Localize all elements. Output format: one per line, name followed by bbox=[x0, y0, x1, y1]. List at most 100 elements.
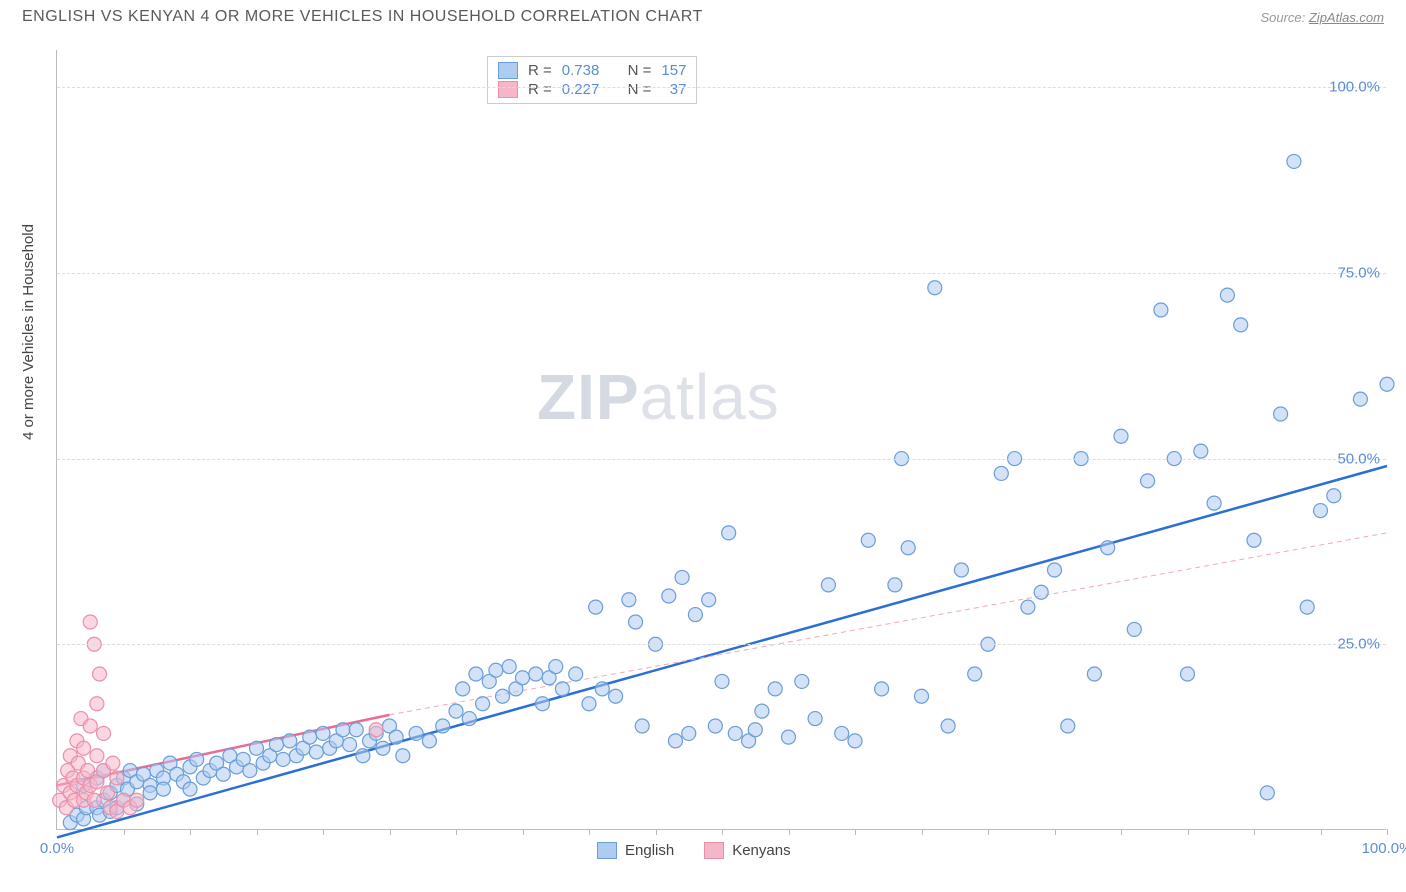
english-point bbox=[941, 719, 955, 733]
legend-series-item: Kenyans bbox=[704, 842, 790, 859]
english-point bbox=[1114, 429, 1128, 443]
english-point bbox=[668, 734, 682, 748]
english-point bbox=[1247, 533, 1261, 547]
kenyans-point bbox=[369, 723, 383, 737]
x-tick bbox=[922, 829, 923, 835]
english-point bbox=[968, 667, 982, 681]
english-point bbox=[469, 667, 483, 681]
english-point bbox=[156, 782, 170, 796]
english-point bbox=[595, 682, 609, 696]
x-tick bbox=[456, 829, 457, 835]
x-tick bbox=[855, 829, 856, 835]
english-point bbox=[715, 674, 729, 688]
english-point bbox=[422, 734, 436, 748]
x-tick bbox=[190, 829, 191, 835]
legend-n-label: N = bbox=[628, 81, 652, 98]
english-point bbox=[316, 726, 330, 740]
english-point bbox=[1034, 585, 1048, 599]
english-point bbox=[1287, 154, 1301, 168]
english-point bbox=[662, 589, 676, 603]
english-point bbox=[821, 578, 835, 592]
english-point bbox=[629, 615, 643, 629]
legend-r-value: 0.227 bbox=[562, 81, 600, 98]
english-point bbox=[782, 730, 796, 744]
x-tick bbox=[1188, 829, 1189, 835]
x-axis-label-left: 0.0% bbox=[40, 840, 74, 857]
english-point bbox=[449, 704, 463, 718]
x-tick bbox=[1055, 829, 1056, 835]
legend-r-label: R = bbox=[528, 81, 552, 98]
english-point bbox=[143, 786, 157, 800]
x-tick bbox=[789, 829, 790, 835]
english-point bbox=[1300, 600, 1314, 614]
kenyans-point bbox=[81, 764, 95, 778]
x-tick bbox=[257, 829, 258, 835]
x-tick bbox=[656, 829, 657, 835]
x-tick bbox=[390, 829, 391, 835]
english-point bbox=[389, 730, 403, 744]
english-point bbox=[216, 767, 230, 781]
x-tick bbox=[323, 829, 324, 835]
kenyans-point bbox=[90, 749, 104, 763]
english-point bbox=[954, 563, 968, 577]
english-point bbox=[303, 730, 317, 744]
y-tick-label: 50.0% bbox=[1337, 450, 1380, 467]
legend-swatch bbox=[498, 81, 518, 98]
english-point bbox=[722, 526, 736, 540]
english-point bbox=[748, 723, 762, 737]
english-point bbox=[276, 752, 290, 766]
kenyans-point bbox=[83, 719, 97, 733]
source-link[interactable]: ZipAtlas.com bbox=[1309, 10, 1384, 25]
kenyans-point bbox=[106, 756, 120, 770]
english-point bbox=[516, 671, 530, 685]
english-point bbox=[622, 593, 636, 607]
english-point bbox=[535, 697, 549, 711]
english-point bbox=[549, 660, 563, 674]
english-point bbox=[1101, 541, 1115, 555]
legend-n-label: N = bbox=[628, 62, 652, 79]
english-point bbox=[795, 674, 809, 688]
kenyans-point bbox=[130, 793, 144, 807]
legend-n-value: 37 bbox=[661, 81, 686, 98]
english-point bbox=[529, 667, 543, 681]
english-point bbox=[1314, 504, 1328, 518]
x-tick bbox=[1321, 829, 1322, 835]
kenyans-point bbox=[101, 786, 115, 800]
english-point bbox=[682, 726, 696, 740]
english-point bbox=[755, 704, 769, 718]
english-point bbox=[728, 726, 742, 740]
english-point bbox=[688, 608, 702, 622]
legend-row: R = 0.227 N = 37 bbox=[498, 80, 686, 99]
english-point bbox=[309, 745, 323, 759]
english-point bbox=[1380, 377, 1394, 391]
legend-swatch bbox=[597, 842, 617, 859]
legend-series-item: English bbox=[597, 842, 674, 859]
english-point bbox=[243, 764, 257, 778]
english-point bbox=[356, 749, 370, 763]
english-point bbox=[635, 719, 649, 733]
legend-swatch bbox=[498, 62, 518, 79]
english-point bbox=[861, 533, 875, 547]
english-point bbox=[708, 719, 722, 733]
english-point bbox=[888, 578, 902, 592]
english-point bbox=[409, 726, 423, 740]
legend-r-value: 0.738 bbox=[562, 62, 600, 79]
x-tick bbox=[988, 829, 989, 835]
english-point bbox=[1181, 667, 1195, 681]
english-point bbox=[462, 712, 476, 726]
x-tick bbox=[589, 829, 590, 835]
chart-area: ZIPatlas R =0.738 N =157R =0.227 N = 37 … bbox=[56, 50, 1386, 830]
english-point bbox=[915, 689, 929, 703]
english-point bbox=[808, 712, 822, 726]
english-point bbox=[1048, 563, 1062, 577]
english-point bbox=[1061, 719, 1075, 733]
legend-row: R =0.738 N =157 bbox=[498, 61, 686, 80]
chart-header: ENGLISH VS KENYAN 4 OR MORE VEHICLES IN … bbox=[0, 0, 1406, 30]
chart-title: ENGLISH VS KENYAN 4 OR MORE VEHICLES IN … bbox=[22, 8, 703, 26]
english-point bbox=[396, 749, 410, 763]
english-point bbox=[1220, 288, 1234, 302]
kenyans-point bbox=[83, 615, 97, 629]
english-point bbox=[1127, 622, 1141, 636]
gridline bbox=[57, 644, 1386, 645]
english-point bbox=[1141, 474, 1155, 488]
